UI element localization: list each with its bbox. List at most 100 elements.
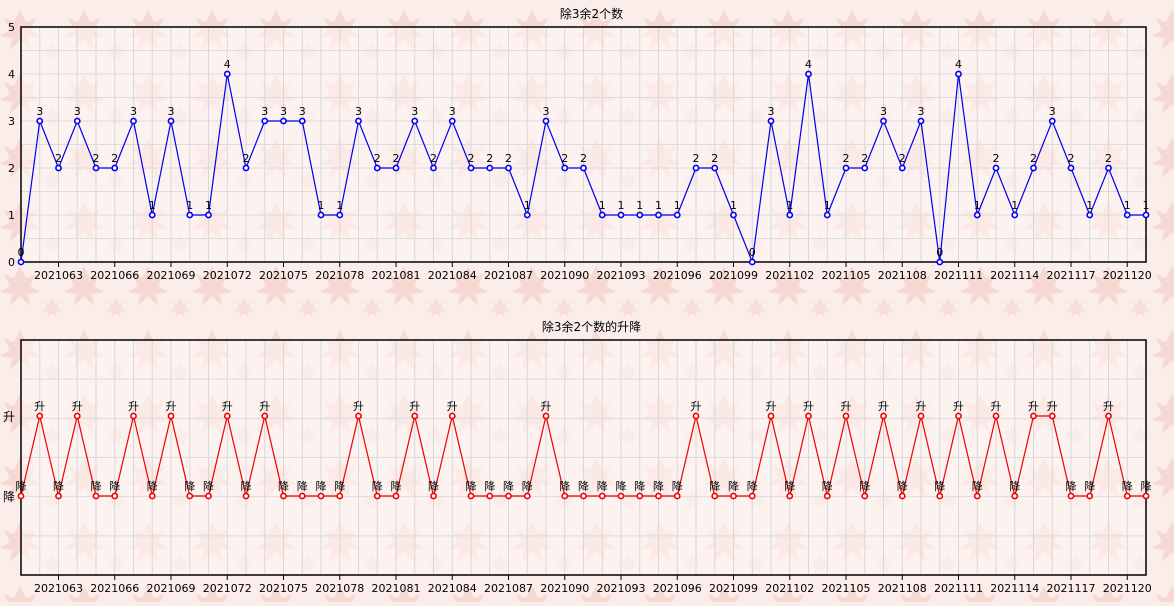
data-label: 升 [1047, 400, 1058, 413]
data-point [73, 412, 81, 420]
data-label: 降 [1084, 479, 1095, 493]
data-label: 3 [280, 105, 287, 118]
data-label: 升 [766, 400, 777, 413]
x-tick-label: 2021072 [203, 269, 252, 282]
data-label: 降 [203, 479, 214, 493]
data-point [805, 412, 812, 420]
data-label: 2 [55, 152, 62, 165]
data-point [355, 412, 362, 420]
data-label: 2 [486, 152, 493, 165]
data-point [298, 492, 306, 500]
data-point [730, 492, 737, 500]
data-label: 3 [36, 105, 43, 118]
data-point [1086, 492, 1094, 500]
data-label: 3 [449, 105, 456, 118]
data-point [580, 492, 587, 500]
data-point [167, 412, 175, 420]
x-tick-label: 2021078 [315, 269, 364, 282]
data-point [111, 492, 119, 500]
x-tick-label: 2021111 [934, 582, 983, 595]
x-tick-label: 2021093 [597, 582, 646, 595]
data-point [148, 492, 156, 500]
data-label: 降 [972, 479, 983, 493]
data-label: 降 [709, 479, 720, 493]
plot-frame [20, 339, 1147, 576]
data-label: 升 [222, 400, 233, 413]
data-point [373, 492, 381, 500]
data-point [392, 492, 400, 500]
data-point [1011, 492, 1019, 500]
data-label: 升 [1103, 400, 1114, 413]
data-label: 2 [1030, 152, 1037, 165]
data-point [92, 492, 100, 500]
data-point [317, 492, 325, 500]
data-label: 升 [72, 400, 83, 413]
data-point [523, 492, 531, 500]
data-point [617, 492, 625, 500]
y-tick-label: 4 [8, 68, 15, 81]
x-tick-label: 2021120 [1103, 269, 1152, 282]
data-point [1067, 164, 1075, 172]
data-label: 升 [841, 400, 852, 413]
data-point [111, 164, 119, 172]
y-tick-label: 0 [8, 256, 15, 269]
data-label: 1 [524, 199, 531, 212]
data-label: 降 [316, 479, 327, 493]
data-point [1067, 492, 1075, 500]
data-label: 1 [655, 199, 662, 212]
data-point [1123, 211, 1131, 219]
x-tick-label: 2021090 [540, 269, 589, 282]
data-point [1105, 412, 1112, 420]
data-label: 4 [955, 58, 962, 71]
data-label: 1 [318, 199, 325, 212]
data-label: 3 [880, 105, 887, 118]
data-label: 1 [974, 199, 981, 212]
data-point [36, 412, 44, 420]
data-point [205, 211, 212, 219]
data-point [767, 117, 775, 125]
data-label: 1 [618, 199, 625, 212]
data-point [1086, 211, 1094, 219]
data-point [467, 164, 475, 172]
x-tick-label: 2021090 [540, 582, 589, 595]
data-point [748, 258, 756, 266]
data-label: 降 [653, 479, 664, 493]
data-label: 1 [186, 199, 193, 212]
x-tick-label: 2021063 [34, 269, 83, 282]
data-label: 降 [334, 479, 345, 493]
data-label: 降 [503, 479, 514, 493]
data-point [767, 412, 775, 420]
data-point [786, 211, 794, 219]
data-point [373, 164, 381, 172]
chart-title: 除3余2个数 [560, 6, 623, 21]
data-point [167, 117, 175, 125]
data-point [55, 492, 62, 500]
x-tick-label: 2021102 [765, 582, 814, 595]
data-label: 升 [953, 400, 964, 413]
data-label: 3 [168, 105, 175, 118]
data-point [880, 412, 887, 420]
data-label: 1 [1124, 199, 1131, 212]
data-label: 升 [353, 400, 364, 413]
data-point [242, 492, 250, 500]
x-tick-label: 2021111 [934, 269, 983, 282]
data-label: 升 [1028, 400, 1039, 413]
data-point [55, 164, 62, 172]
x-tick-label: 2021069 [147, 269, 196, 282]
data-point [298, 117, 306, 125]
data-label: 升 [991, 400, 1002, 413]
data-label: 2 [430, 152, 437, 165]
y-tick-label: 5 [8, 21, 15, 34]
data-point [786, 492, 794, 500]
data-label: 降 [484, 479, 495, 493]
data-point [1142, 211, 1150, 219]
data-label: 降 [1141, 479, 1152, 493]
data-label: 1 [1143, 199, 1150, 212]
data-point [598, 492, 606, 500]
data-label: 降 [1122, 479, 1133, 493]
data-label: 4 [805, 58, 812, 71]
x-tick-label: 2021108 [878, 582, 927, 595]
data-label: 2 [374, 152, 381, 165]
x-tick-label: 2021087 [484, 582, 533, 595]
